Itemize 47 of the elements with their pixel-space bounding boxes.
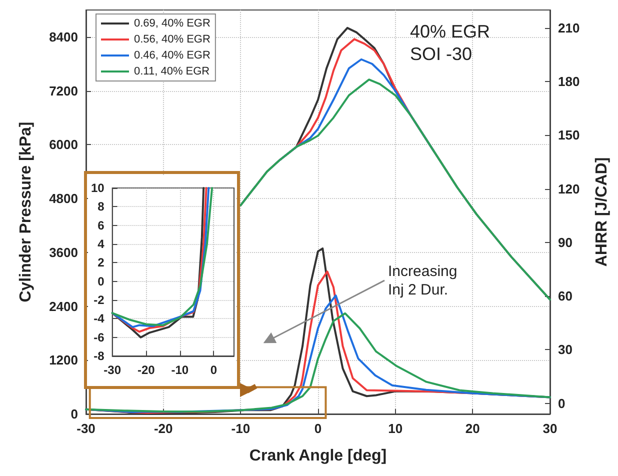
legend-label: 0.46, 40% EGR: [134, 50, 210, 62]
y-tick-label: 3600: [49, 244, 78, 260]
y-tick-label: -4: [94, 312, 105, 326]
y-tick-label: 0: [98, 274, 105, 288]
y2-tick-label: 30: [558, 342, 572, 358]
y-axis-title: Cylinder Pressure [kPa]: [18, 122, 34, 302]
y-tick-label: 4: [98, 237, 105, 251]
x-tick-label: 0: [314, 421, 322, 436]
y2-tick-label: 180: [558, 74, 580, 90]
y-tick-label: 6: [98, 218, 105, 232]
y-tick-label: 4800: [49, 191, 78, 206]
y2-tick-label: 120: [558, 181, 580, 196]
annotation: 40% EGR SOI -30: [410, 21, 490, 64]
legend-label: 0.11, 40% EGR: [134, 66, 210, 78]
y2-tick-label: 60: [558, 288, 572, 304]
y-tick-label: -8: [94, 349, 105, 363]
y-tick-label: 8: [98, 200, 105, 214]
x-tick-label: -10: [231, 421, 250, 436]
y2-tick-label: 90: [558, 234, 572, 250]
y-tick-label: 2400: [49, 298, 78, 314]
x-tick-label: -30: [76, 421, 96, 436]
y-tick-label: -2: [94, 293, 105, 307]
y-tick-label: 6000: [49, 137, 78, 152]
y-tick-label: -6: [94, 330, 105, 344]
line-series: [240, 78, 551, 301]
y-tick-label: 7200: [49, 83, 78, 98]
y-tick-label: 0: [70, 406, 78, 422]
x-tick-label: 20: [465, 421, 480, 436]
x-tick-label: -30: [104, 363, 122, 377]
y-tick-label: 2: [98, 256, 105, 270]
x-tick-label: 30: [542, 421, 558, 436]
x-tick-label: -20: [137, 363, 156, 377]
x-tick-label: -20: [154, 421, 173, 436]
y2-axis-title: AHRR [J/CAD]: [594, 157, 610, 267]
y2-tick-label: 150: [558, 128, 580, 143]
y2-tick-label: 210: [558, 20, 580, 36]
y-tick-label: 8400: [49, 29, 78, 44]
x-tick-label: 10: [388, 421, 403, 436]
x-tick-label: 0: [210, 363, 218, 377]
annotation: Increasing Inj 2 Dur.: [388, 262, 458, 299]
y2-tick-label: 0: [558, 396, 566, 411]
y-tick-label: 10: [90, 181, 105, 195]
y-tick-label: 1200: [49, 352, 78, 368]
legend-label: 0.69, 40% EGR: [134, 18, 210, 30]
x-axis-title: Crank Angle [deg]: [249, 448, 387, 464]
x-tick-label: -10: [171, 363, 189, 377]
legend-label: 0.56, 40% EGR: [134, 34, 210, 46]
